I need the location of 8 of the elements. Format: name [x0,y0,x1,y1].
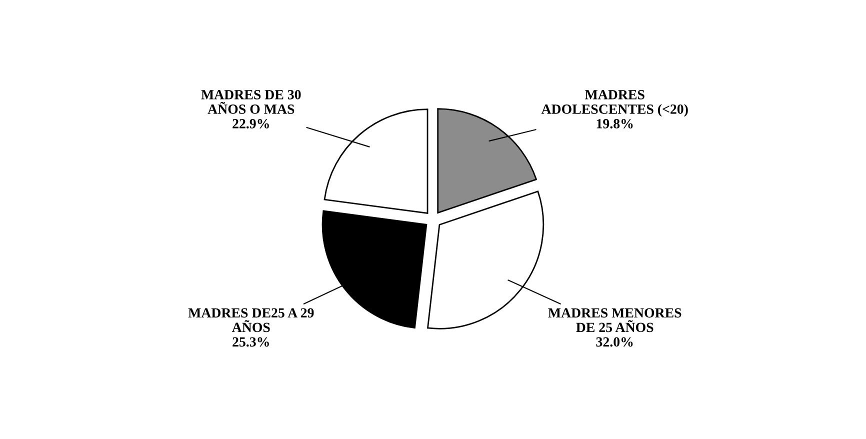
data-label: 19.8% [596,119,633,128]
slice-label: MADRES DE 30 AÑOS O MAS [201,90,301,114]
data-label: 22.9% [232,119,269,128]
data-label: 32.0% [596,337,633,347]
slice-label: MADRES MENORES DE 25 AÑOS [548,308,682,332]
slice-label: MADRES ADOLESCENTES (<20) [541,90,688,117]
slice-label: MADRES DE25 A 29 AÑOS [188,308,314,332]
data-label: 25.3% [232,337,269,347]
